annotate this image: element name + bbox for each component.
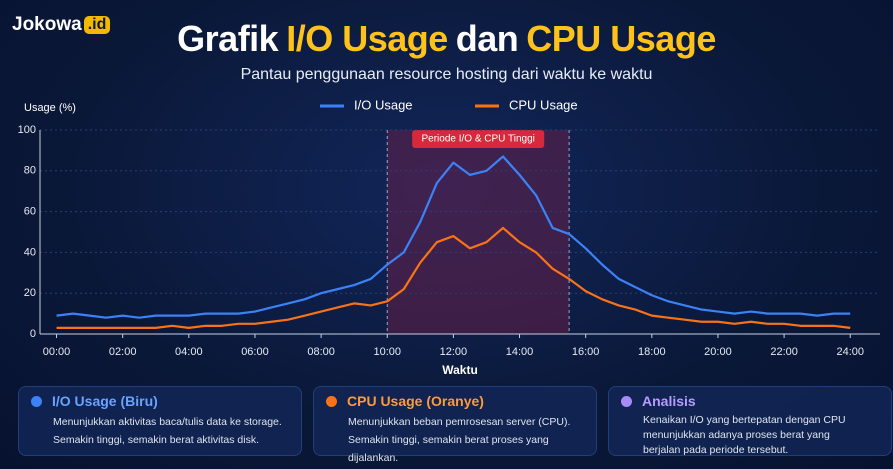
x-tick-label: 02:00 <box>109 346 137 358</box>
annotation: Periode I/O & CPU Tinggi <box>421 134 534 145</box>
title-part: Grafik <box>177 18 279 59</box>
card-header: CPU Usage (Oranye) <box>326 393 584 409</box>
x-tick-label: 08:00 <box>307 346 335 358</box>
x-tick-label: 24:00 <box>836 346 864 358</box>
y-tick-label: 20 <box>24 287 36 299</box>
card-text: Kenaikan I/O yang bertepatan dengan CPU m… <box>621 413 879 458</box>
card-header: Analisis <box>621 393 879 409</box>
line: berjalan pada periode tersebut. <box>643 444 789 456</box>
title-part: I/O Usage <box>286 18 448 59</box>
card-title: Analisis <box>642 393 696 409</box>
y-tick-label: 100 <box>18 124 36 136</box>
dot <box>326 395 337 407</box>
subtitle: Pantau penggunaan resource hosting dari … <box>240 66 653 83</box>
x-tick-label: 18:00 <box>638 346 666 358</box>
card-header: I/O Usage (Biru) <box>31 393 289 409</box>
logo-text: Jokowa <box>12 14 82 35</box>
line-series <box>56 226 851 329</box>
logo: Jokowa .id <box>12 14 111 36</box>
card-title: CPU Usage (Oranye) <box>347 393 484 409</box>
card-title: I/O Usage (Biru) <box>52 393 158 409</box>
card-text: Menunjukkan aktivitas baca/tulis data ke… <box>31 413 289 449</box>
dot <box>621 395 632 407</box>
y-tick-label: 80 <box>24 165 36 177</box>
y-axis-label: Usage (%) <box>24 102 76 114</box>
y-tick-label: 60 <box>24 206 36 218</box>
x-tick-label: 14:00 <box>506 346 534 358</box>
line: Menunjukkan aktivitas baca/tulis data ke… <box>53 416 282 428</box>
chart: Periode I/O & CPU Tinggi 0 20 40 60 80 100 00:0… <box>17 97 880 377</box>
card: CPU Usage (Oranye) Menunjukkan beban pem… <box>313 386 597 464</box>
y-tick-label: 0 <box>30 328 36 340</box>
highlight-band <box>387 130 570 334</box>
x-tick-label: 06:00 <box>241 346 269 358</box>
legend-label: CPU Usage <box>509 97 578 112</box>
line: Semakin tinggi, semakin berat proses yan… <box>348 434 549 464</box>
y-tick-label: 40 <box>24 246 36 258</box>
line: Kenaikan I/O yang bertepatan dengan CPU <box>643 414 846 426</box>
annotation-box <box>412 130 545 148</box>
legend-label: I/O Usage <box>354 97 413 112</box>
line: Semakin tinggi, semakin berat aktivitas … <box>53 434 260 446</box>
title-part: dan <box>455 18 519 59</box>
line: Menunjukkan beban pemrosesan server (CPU… <box>348 416 571 428</box>
x-tick-label: 22:00 <box>770 346 798 358</box>
x-tick-label: 04:00 <box>175 346 203 358</box>
dot <box>31 395 42 407</box>
title-part: CPU Usage <box>526 18 716 59</box>
card-text: Menunjukkan beban pemrosesan server (CPU… <box>326 413 584 467</box>
x-tick-label: 12:00 <box>440 346 468 358</box>
x-tick-label: 00:00 <box>43 346 71 358</box>
line-series <box>56 155 851 319</box>
line: menunjukkan adanya proses berat yang <box>643 429 830 441</box>
x-tick-label: 20:00 <box>704 346 732 358</box>
card: Analisis Kenaikan I/O yang bertepatan de… <box>608 386 892 456</box>
title: Grafik I/O Usage dan CPU Usage <box>0 18 893 60</box>
logo-suffix: .id <box>83 16 111 34</box>
x-tick-label: 10:00 <box>373 346 401 358</box>
x-axis-label: Waktu <box>442 363 478 377</box>
x-tick-label: 16:00 <box>572 346 600 358</box>
cards: I/O Usage (Biru) Menunjukkan aktivitas b… <box>18 386 892 464</box>
card: I/O Usage (Biru) Menunjukkan aktivitas b… <box>18 386 302 456</box>
